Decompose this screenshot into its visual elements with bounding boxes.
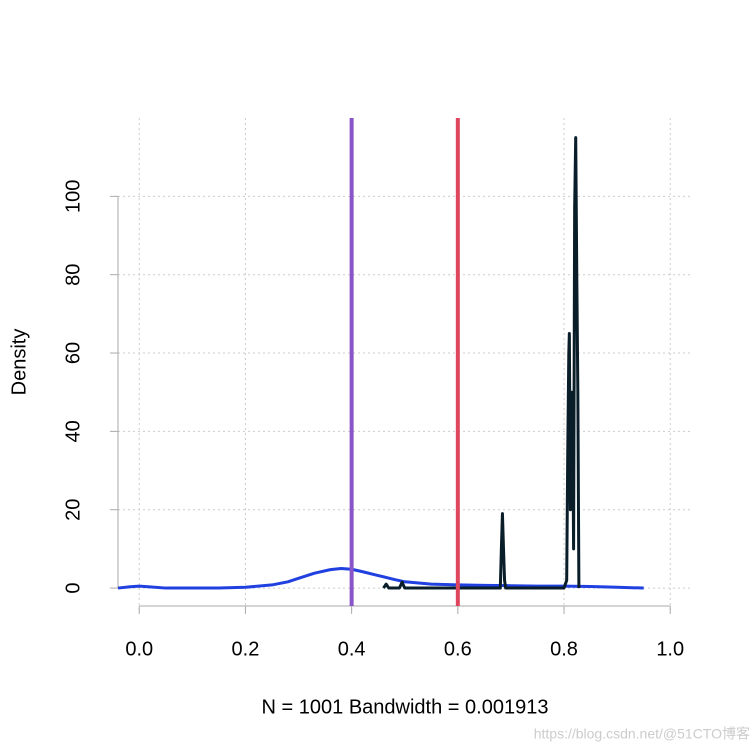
y-tick-label: 80 [62, 264, 84, 286]
density-line [117, 566, 644, 590]
y-tick-label: 60 [62, 342, 84, 364]
y-tick-label: 40 [62, 420, 84, 442]
x-tick-label: 0.8 [550, 638, 578, 660]
x-tick-label: 0.4 [338, 638, 366, 660]
y-axis-label: Density [8, 329, 30, 396]
x-tick-label: 0.6 [444, 638, 472, 660]
x-tick-label: 0.2 [232, 638, 260, 660]
y-tick-label: 100 [62, 180, 84, 213]
x-axis-label: N = 1001 Bandwidth = 0.001913 [262, 696, 549, 718]
watermark: https://blog.csdn.net/@51CTO博客 [534, 726, 750, 742]
x-tick-label: 1.0 [656, 638, 684, 660]
density-line [382, 136, 581, 590]
y-tick-label: 0 [62, 583, 84, 594]
x-tick-label: 0.0 [125, 638, 153, 660]
y-tick-label: 20 [62, 499, 84, 521]
